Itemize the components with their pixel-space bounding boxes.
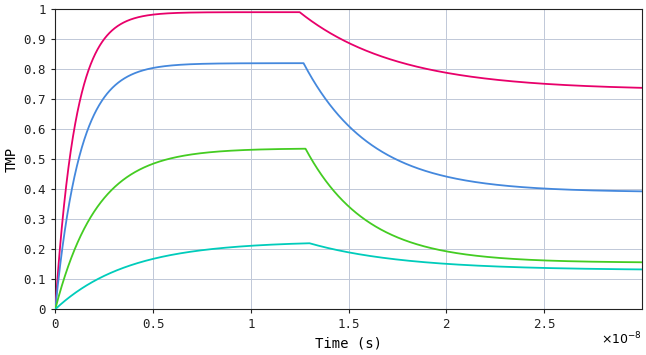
Y-axis label: TMP: TMP xyxy=(4,147,18,172)
X-axis label: Time (s): Time (s) xyxy=(315,337,382,351)
Text: $\times10^{-8}$: $\times10^{-8}$ xyxy=(601,330,642,347)
